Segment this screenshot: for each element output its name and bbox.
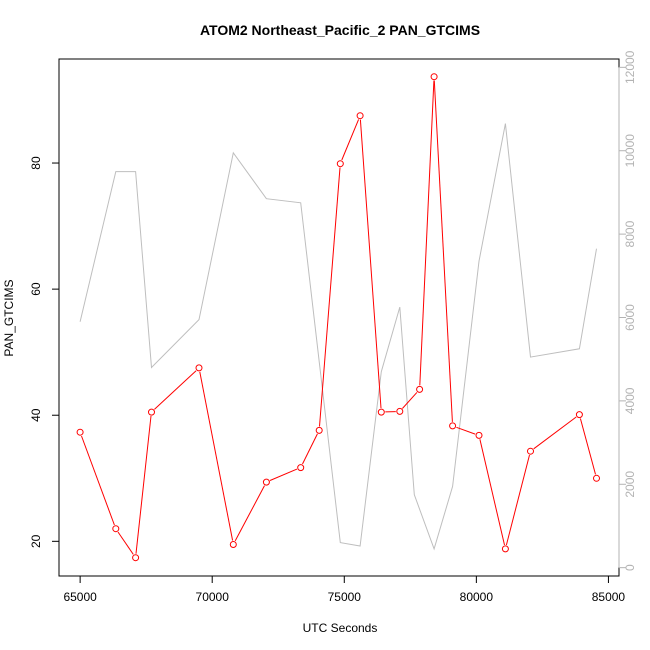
data-point <box>76 428 84 436</box>
data-point <box>396 407 404 415</box>
series-segment <box>579 418 596 475</box>
series-segment <box>269 468 298 481</box>
y-tick-label-right: 10000 <box>623 134 637 168</box>
series-segment <box>359 119 382 409</box>
y-tick-label: 40 <box>29 408 43 422</box>
data-point <box>195 364 203 372</box>
y-tick-label-right: 0 <box>623 564 637 571</box>
series-segment <box>234 485 265 542</box>
data-point <box>527 447 534 455</box>
y-tick-label-right: 12000 <box>623 50 637 84</box>
data-point <box>148 408 155 416</box>
y-tick-label-right: 4000 <box>623 387 637 414</box>
data-point <box>132 554 140 562</box>
data-point <box>336 160 344 168</box>
x-tick-label: 80000 <box>460 590 494 604</box>
x-tick-label: 85000 <box>592 590 626 604</box>
series-segment <box>456 426 476 435</box>
y-tick-label-right: 2000 <box>623 471 637 498</box>
data-point <box>297 464 305 472</box>
data-point <box>449 422 457 430</box>
series-segment <box>505 454 530 546</box>
plot-frame <box>58 58 620 577</box>
data-point <box>315 426 323 434</box>
data-point <box>475 431 483 439</box>
axes-layer: 65000 70000 75000 80000 85000 20 40 60 80 0 2000 40… <box>29 50 637 604</box>
data-point <box>593 474 600 482</box>
x-axis-label: UTC Seconds <box>303 621 378 635</box>
y-tick-label: 20 <box>29 534 43 548</box>
series-segment <box>419 80 435 386</box>
series-layer <box>76 73 600 562</box>
chart-title: ATOM2 Northeast_Pacific_2 PAN_GTCIMS <box>200 22 480 38</box>
data-point <box>356 112 364 120</box>
data-point <box>430 73 438 81</box>
y-tick-label-right: 8000 <box>623 220 637 247</box>
y-tick-label: 60 <box>29 282 43 296</box>
data-point <box>575 411 583 419</box>
data-point <box>501 545 509 553</box>
series-segment <box>319 167 341 427</box>
data-point <box>377 408 385 416</box>
series-segment <box>302 433 318 465</box>
x-tick-label: 65000 <box>63 590 97 604</box>
data-point <box>229 541 237 548</box>
series-segment <box>81 435 115 526</box>
series-segment <box>433 80 453 422</box>
series-segment <box>402 392 418 409</box>
x-tick-label: 75000 <box>328 590 362 604</box>
series-segment <box>479 439 505 546</box>
y-tick-label: 80 <box>29 156 43 170</box>
x-tick-label: 70000 <box>196 590 230 604</box>
series-segment <box>199 371 234 541</box>
data-point <box>416 385 424 393</box>
series-line-right <box>79 123 597 551</box>
series-segment <box>154 370 197 410</box>
y-axis-label: PAN_GTCIMS <box>2 279 16 356</box>
y-tick-label-right: 6000 <box>623 304 637 331</box>
data-point <box>262 478 270 486</box>
series-segment <box>341 119 360 161</box>
series-segment <box>533 416 577 450</box>
data-point <box>112 525 120 533</box>
series-segment <box>117 531 134 555</box>
series-segment <box>135 415 152 554</box>
